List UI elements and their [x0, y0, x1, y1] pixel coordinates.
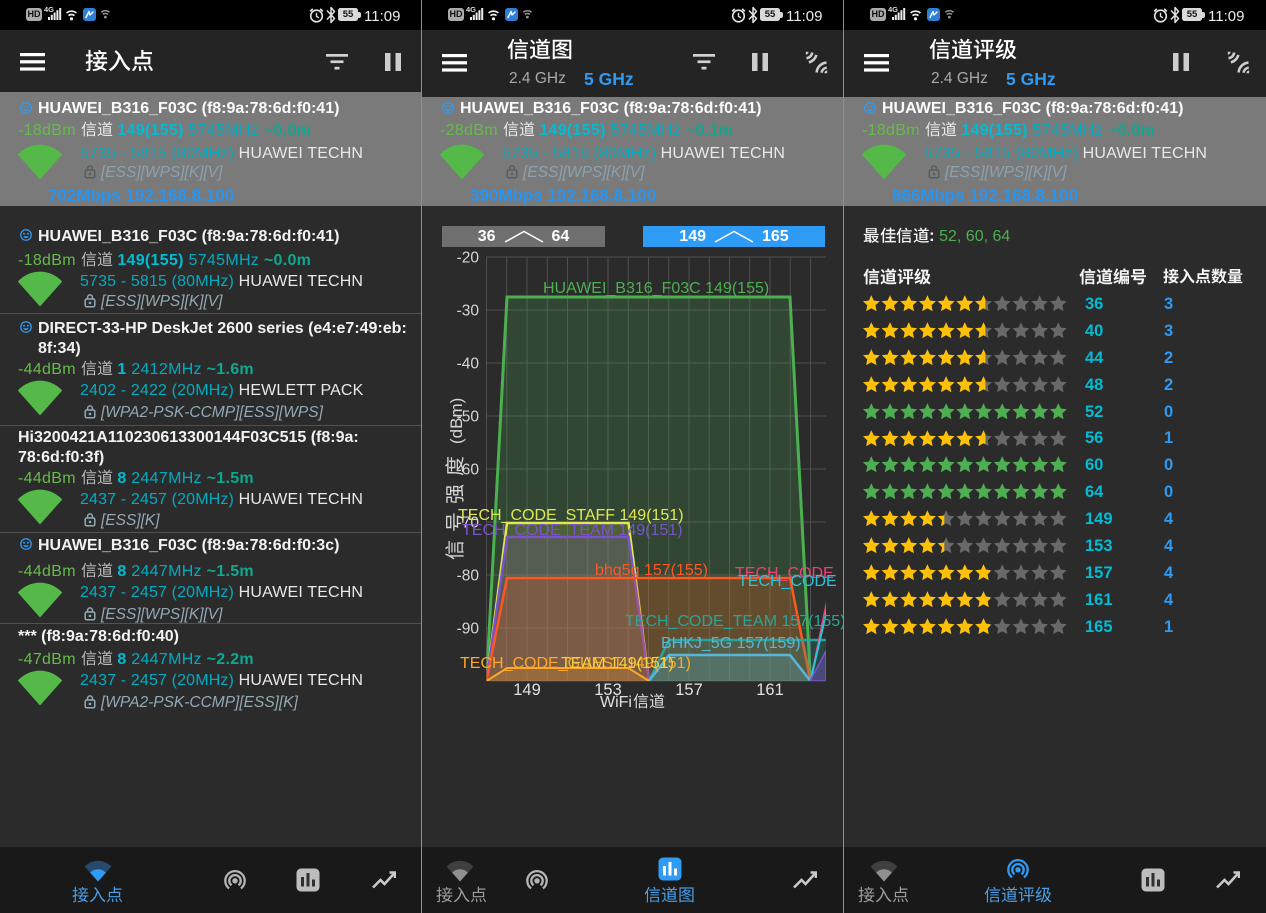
svg-text:153: 153: [594, 681, 622, 699]
svg-text:-80: -80: [457, 568, 480, 585]
svg-text:157: 157: [675, 681, 703, 699]
svg-text:TECH_CODE: TECH_CODE: [735, 565, 834, 582]
svg-text:149: 149: [513, 681, 541, 699]
svg-text:-40: -40: [457, 356, 480, 373]
svg-text:WiFi: WiFi: [600, 694, 632, 711]
svg-text:TECH_CODE_STAFF 149(151): TECH_CODE_STAFF 149(151): [458, 507, 684, 524]
svg-text:-60: -60: [457, 462, 480, 479]
svg-text:bhq5g 157(155): bhq5g 157(155): [595, 562, 708, 579]
svg-text:TEAM 149(151): TEAM 149(151): [561, 655, 674, 672]
svg-text:161: 161: [756, 681, 784, 699]
svg-text:-20: -20: [457, 250, 480, 267]
svg-text:(dBm): (dBm): [447, 398, 466, 444]
svg-text:TECH_CODE_TEAM 149(151): TECH_CODE_TEAM 149(151): [462, 522, 683, 539]
svg-text:-90: -90: [457, 621, 480, 638]
svg-text:-50: -50: [457, 409, 480, 426]
svg-text:TECH_CODE_TEAM 157(155): TECH_CODE_TEAM 157(155): [625, 613, 844, 630]
svg-text:HUAWEI_B316_F03C 149(155): HUAWEI_B316_F03C 149(155): [543, 280, 769, 297]
svg-text:TECH_CODE: TECH_CODE: [738, 573, 837, 590]
svg-text:-30: -30: [457, 303, 480, 320]
svg-text:TECH_CODE_GUEST 149(151): TECH_CODE_GUEST 149(151): [460, 655, 691, 672]
svg-text:BHKJ_5G 157(159): BHKJ_5G 157(159): [661, 635, 801, 652]
